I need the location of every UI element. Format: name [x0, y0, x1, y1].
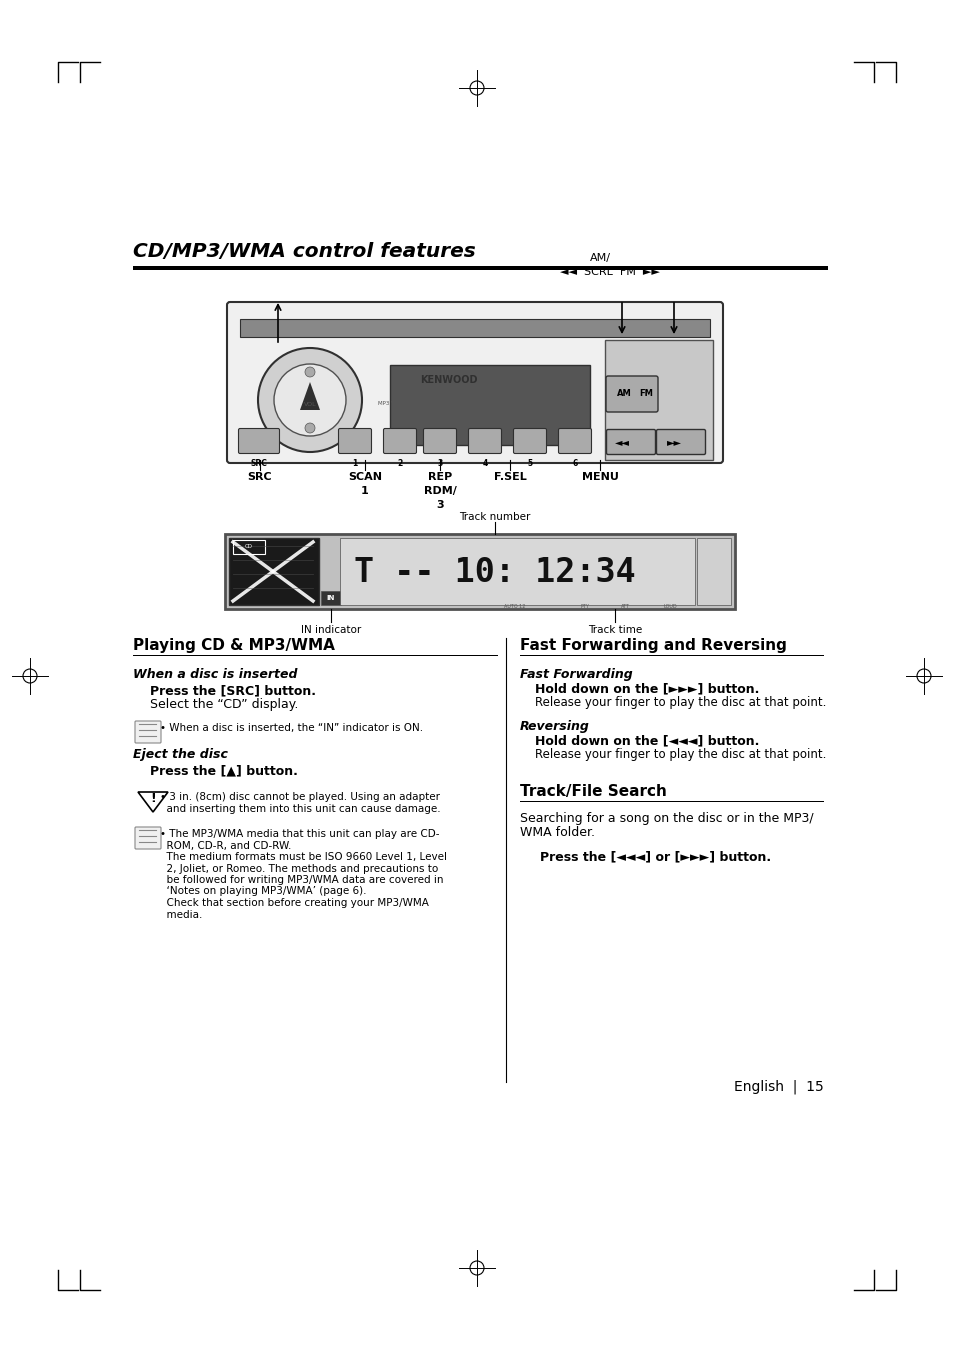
Bar [697, 538, 730, 605]
Text: 6: 6 [572, 458, 577, 467]
Text: CD/MP3/WMA control features: CD/MP3/WMA control features [132, 242, 476, 261]
Bar [519, 654, 823, 657]
FancyBboxPatch shape [338, 428, 371, 454]
Text: Press the [SRC] button.: Press the [SRC] button. [150, 684, 315, 697]
Text: ‘Notes on playing MP3/WMA’ (page 6).: ‘Notes on playing MP3/WMA’ (page 6). [160, 886, 366, 897]
Bar [390, 365, 589, 444]
Text: SRC: SRC [248, 471, 272, 482]
Text: Fast Forwarding and Reversing: Fast Forwarding and Reversing [519, 638, 786, 653]
Text: Hold down on the [►►►] button.: Hold down on the [►►►] button. [535, 682, 759, 694]
Circle shape [305, 367, 314, 377]
Text: • The MP3/WMA media that this unit can play are CD-: • The MP3/WMA media that this unit can p… [160, 830, 439, 839]
FancyBboxPatch shape [605, 376, 658, 412]
Text: English  |  15: English | 15 [734, 1079, 823, 1094]
Text: MENU: MENU [581, 471, 618, 482]
Text: !: ! [150, 792, 155, 804]
Text: LOUD: LOUD [662, 604, 676, 609]
Circle shape [305, 423, 314, 434]
Text: AUTO 12: AUTO 12 [504, 604, 525, 609]
Text: CD: CD [245, 544, 253, 550]
Text: ROM, CD-R, and CD-RW.: ROM, CD-R, and CD-RW. [160, 840, 291, 851]
Text: F.SEL: F.SEL [493, 471, 526, 482]
Bar [339, 538, 695, 605]
Text: KENWOOD: KENWOOD [419, 376, 477, 385]
FancyBboxPatch shape [227, 303, 722, 463]
Text: Searching for a song on the disc or in the MP3/: Searching for a song on the disc or in t… [519, 812, 813, 825]
Text: IN indicator: IN indicator [300, 626, 361, 635]
Text: 4: 4 [482, 458, 487, 467]
Text: Fast Forwarding: Fast Forwarding [519, 667, 632, 681]
Text: Track time: Track time [587, 626, 641, 635]
Bar [604, 340, 712, 459]
Bar [225, 534, 734, 609]
FancyBboxPatch shape [656, 430, 705, 454]
Text: When a disc is inserted: When a disc is inserted [132, 667, 297, 681]
Polygon shape [138, 792, 168, 812]
Text: Select the “CD” display.: Select the “CD” display. [150, 698, 298, 711]
FancyBboxPatch shape [238, 428, 279, 454]
Text: • 3 in. (8cm) disc cannot be played. Using an adapter: • 3 in. (8cm) disc cannot be played. Usi… [160, 792, 439, 802]
Text: Release your finger to play the disc at that point.: Release your finger to play the disc at … [535, 748, 825, 761]
Text: 2: 2 [397, 458, 402, 467]
Text: MP3 WMA: MP3 WMA [377, 401, 405, 407]
Text: 2, Joliet, or Romeo. The methods and precautions to: 2, Joliet, or Romeo. The methods and pre… [160, 863, 437, 874]
Text: 5: 5 [527, 458, 532, 467]
Text: 3: 3 [436, 500, 443, 509]
Text: Track/File Search: Track/File Search [519, 784, 666, 798]
Text: Track number: Track number [458, 512, 530, 521]
Bar [132, 654, 497, 657]
Text: WMA folder.: WMA folder. [519, 825, 595, 839]
FancyBboxPatch shape [513, 428, 546, 454]
Text: FM: FM [639, 389, 652, 399]
Text: IN: IN [327, 594, 335, 601]
FancyBboxPatch shape [423, 428, 456, 454]
FancyBboxPatch shape [135, 827, 161, 848]
Text: Playing CD & MP3/WMA: Playing CD & MP3/WMA [132, 638, 335, 653]
Circle shape [257, 349, 361, 453]
Text: ATT: ATT [619, 604, 629, 609]
Text: ◄◄  SCRL  FM  ►►: ◄◄ SCRL FM ►► [559, 267, 659, 277]
FancyBboxPatch shape [468, 428, 501, 454]
Text: media.: media. [160, 909, 202, 920]
Text: Release your finger to play the disc at that point.: Release your finger to play the disc at … [535, 696, 825, 709]
Text: 1: 1 [361, 486, 369, 496]
Text: SRC: SRC [251, 458, 267, 467]
Text: • When a disc is inserted, the “IN” indicator is ON.: • When a disc is inserted, the “IN” indi… [160, 723, 423, 734]
Bar [229, 538, 318, 605]
Text: 3: 3 [436, 458, 442, 467]
Text: Press the [◄◄◄] or [►►►] button.: Press the [◄◄◄] or [►►►] button. [539, 850, 770, 863]
Text: Reversing: Reversing [519, 720, 589, 734]
Text: ◄◄: ◄◄ [614, 436, 629, 447]
Text: AM: AM [616, 389, 631, 399]
Text: and inserting them into this unit can cause damage.: and inserting them into this unit can ca… [160, 804, 440, 815]
Text: PTY: PTY [580, 604, 589, 609]
FancyBboxPatch shape [135, 721, 161, 743]
Bar [240, 319, 709, 336]
Text: Press the [▲] button.: Press the [▲] button. [150, 765, 297, 777]
Text: VOL: VOL [303, 403, 316, 408]
FancyBboxPatch shape [558, 428, 591, 454]
Bar [233, 540, 265, 554]
Text: Check that section before creating your MP3/WMA: Check that section before creating your … [160, 898, 429, 908]
Text: be followed for writing MP3/WMA data are covered in: be followed for writing MP3/WMA data are… [160, 875, 443, 885]
Circle shape [274, 363, 346, 436]
Text: Eject the disc: Eject the disc [132, 748, 228, 761]
Text: ►►: ►► [666, 436, 680, 447]
Text: T -- 10: 12:34: T -- 10: 12:34 [354, 557, 636, 589]
Text: SCAN: SCAN [348, 471, 381, 482]
Text: 1: 1 [352, 458, 357, 467]
Text: RDM/: RDM/ [423, 486, 456, 496]
Text: The medium formats must be ISO 9660 Level 1, Level: The medium formats must be ISO 9660 Leve… [160, 852, 447, 862]
Text: REP: REP [428, 471, 452, 482]
Bar [132, 266, 827, 270]
Text: Hold down on the [◄◄◄] button.: Hold down on the [◄◄◄] button. [535, 734, 759, 747]
Text: AM/: AM/ [589, 253, 610, 263]
Polygon shape [299, 382, 319, 409]
Bar [320, 590, 340, 605]
FancyBboxPatch shape [606, 430, 655, 454]
FancyBboxPatch shape [383, 428, 416, 454]
Bar [519, 801, 823, 802]
